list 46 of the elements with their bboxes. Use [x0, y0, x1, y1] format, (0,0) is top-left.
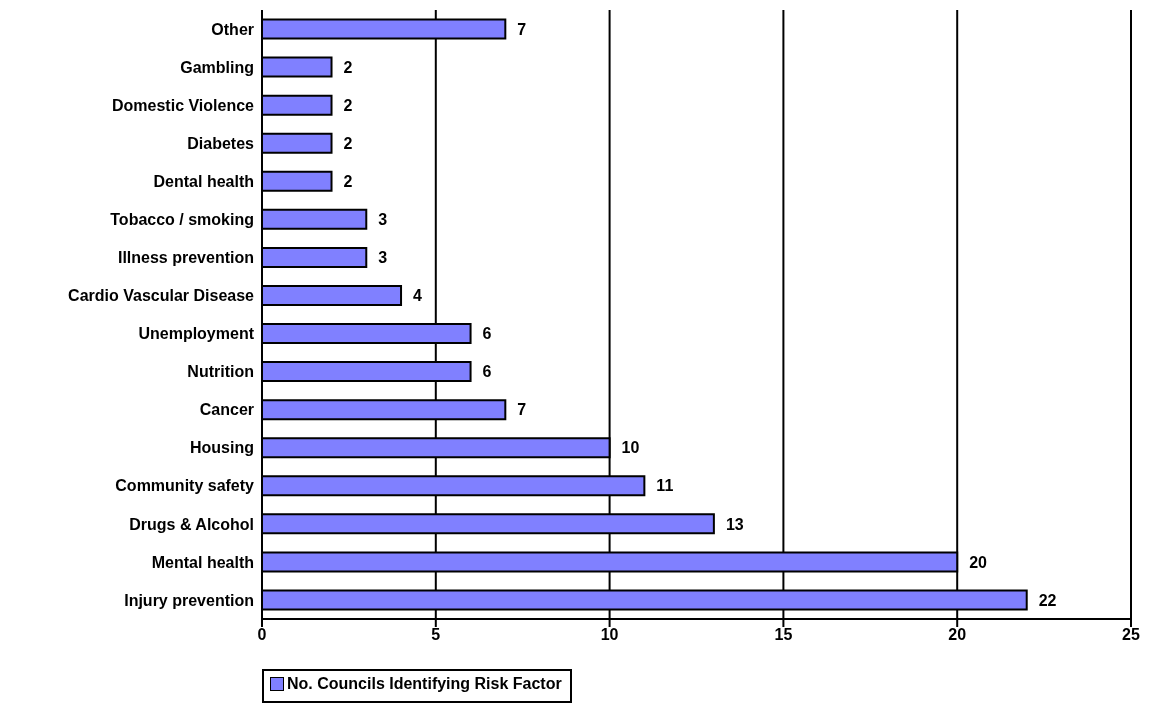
bar — [262, 94, 333, 116]
y-tick-label: Injury prevention — [124, 591, 254, 609]
data-label: 2 — [343, 172, 353, 190]
y-tick-label: Community safety — [115, 477, 255, 495]
y-tick-label: Gambling — [180, 58, 254, 76]
data-label: 7 — [517, 401, 527, 419]
data-label: 2 — [343, 96, 353, 114]
x-tick-label: 15 — [774, 626, 793, 644]
y-tick-label: Cancer — [199, 401, 254, 419]
y-tick-label: Housing — [190, 439, 254, 457]
x-tick-label: 25 — [1122, 626, 1140, 644]
data-label: 4 — [413, 287, 423, 305]
legend-label: No. Councils Identifying Risk Factor — [287, 675, 562, 693]
y-tick-label: Tobacco / smoking — [110, 211, 254, 229]
data-label: 10 — [621, 439, 640, 457]
data-label: 2 — [343, 58, 353, 76]
y-tick-label: Nutrition — [187, 363, 254, 381]
y-tick-label: Cardio Vascular Disease — [68, 287, 255, 305]
y-tick-label: Diabetes — [187, 134, 255, 152]
y-tick-label: Drugs & Alcohol — [129, 515, 254, 533]
bar — [262, 208, 368, 230]
x-tick-label: 10 — [600, 626, 619, 644]
data-label: 2 — [343, 134, 353, 152]
data-label: 3 — [378, 249, 388, 267]
data-label: 20 — [969, 553, 988, 571]
x-tick-label: 0 — [257, 626, 267, 644]
data-label: 7 — [517, 20, 527, 38]
data-label: 6 — [482, 363, 492, 381]
data-label: 13 — [725, 515, 744, 533]
data-label: 11 — [656, 477, 674, 495]
y-tick-label: Mental health — [151, 553, 254, 571]
bar — [262, 170, 333, 192]
y-tick-label: Illness prevention — [117, 249, 254, 267]
data-label: 22 — [1038, 591, 1057, 609]
data-label: 6 — [482, 325, 492, 343]
x-tick-label: 20 — [948, 626, 967, 644]
bar — [262, 246, 368, 268]
y-tick-label: Unemployment — [138, 325, 255, 343]
y-tick-label: Domestic Violence — [112, 96, 255, 114]
y-tick-label: Dental health — [153, 172, 254, 190]
bar — [262, 284, 403, 306]
x-tick-label: 5 — [431, 626, 441, 644]
bar — [262, 56, 333, 78]
y-tick-label: Other — [211, 20, 254, 38]
bar — [262, 132, 333, 154]
data-label: 3 — [378, 211, 388, 229]
